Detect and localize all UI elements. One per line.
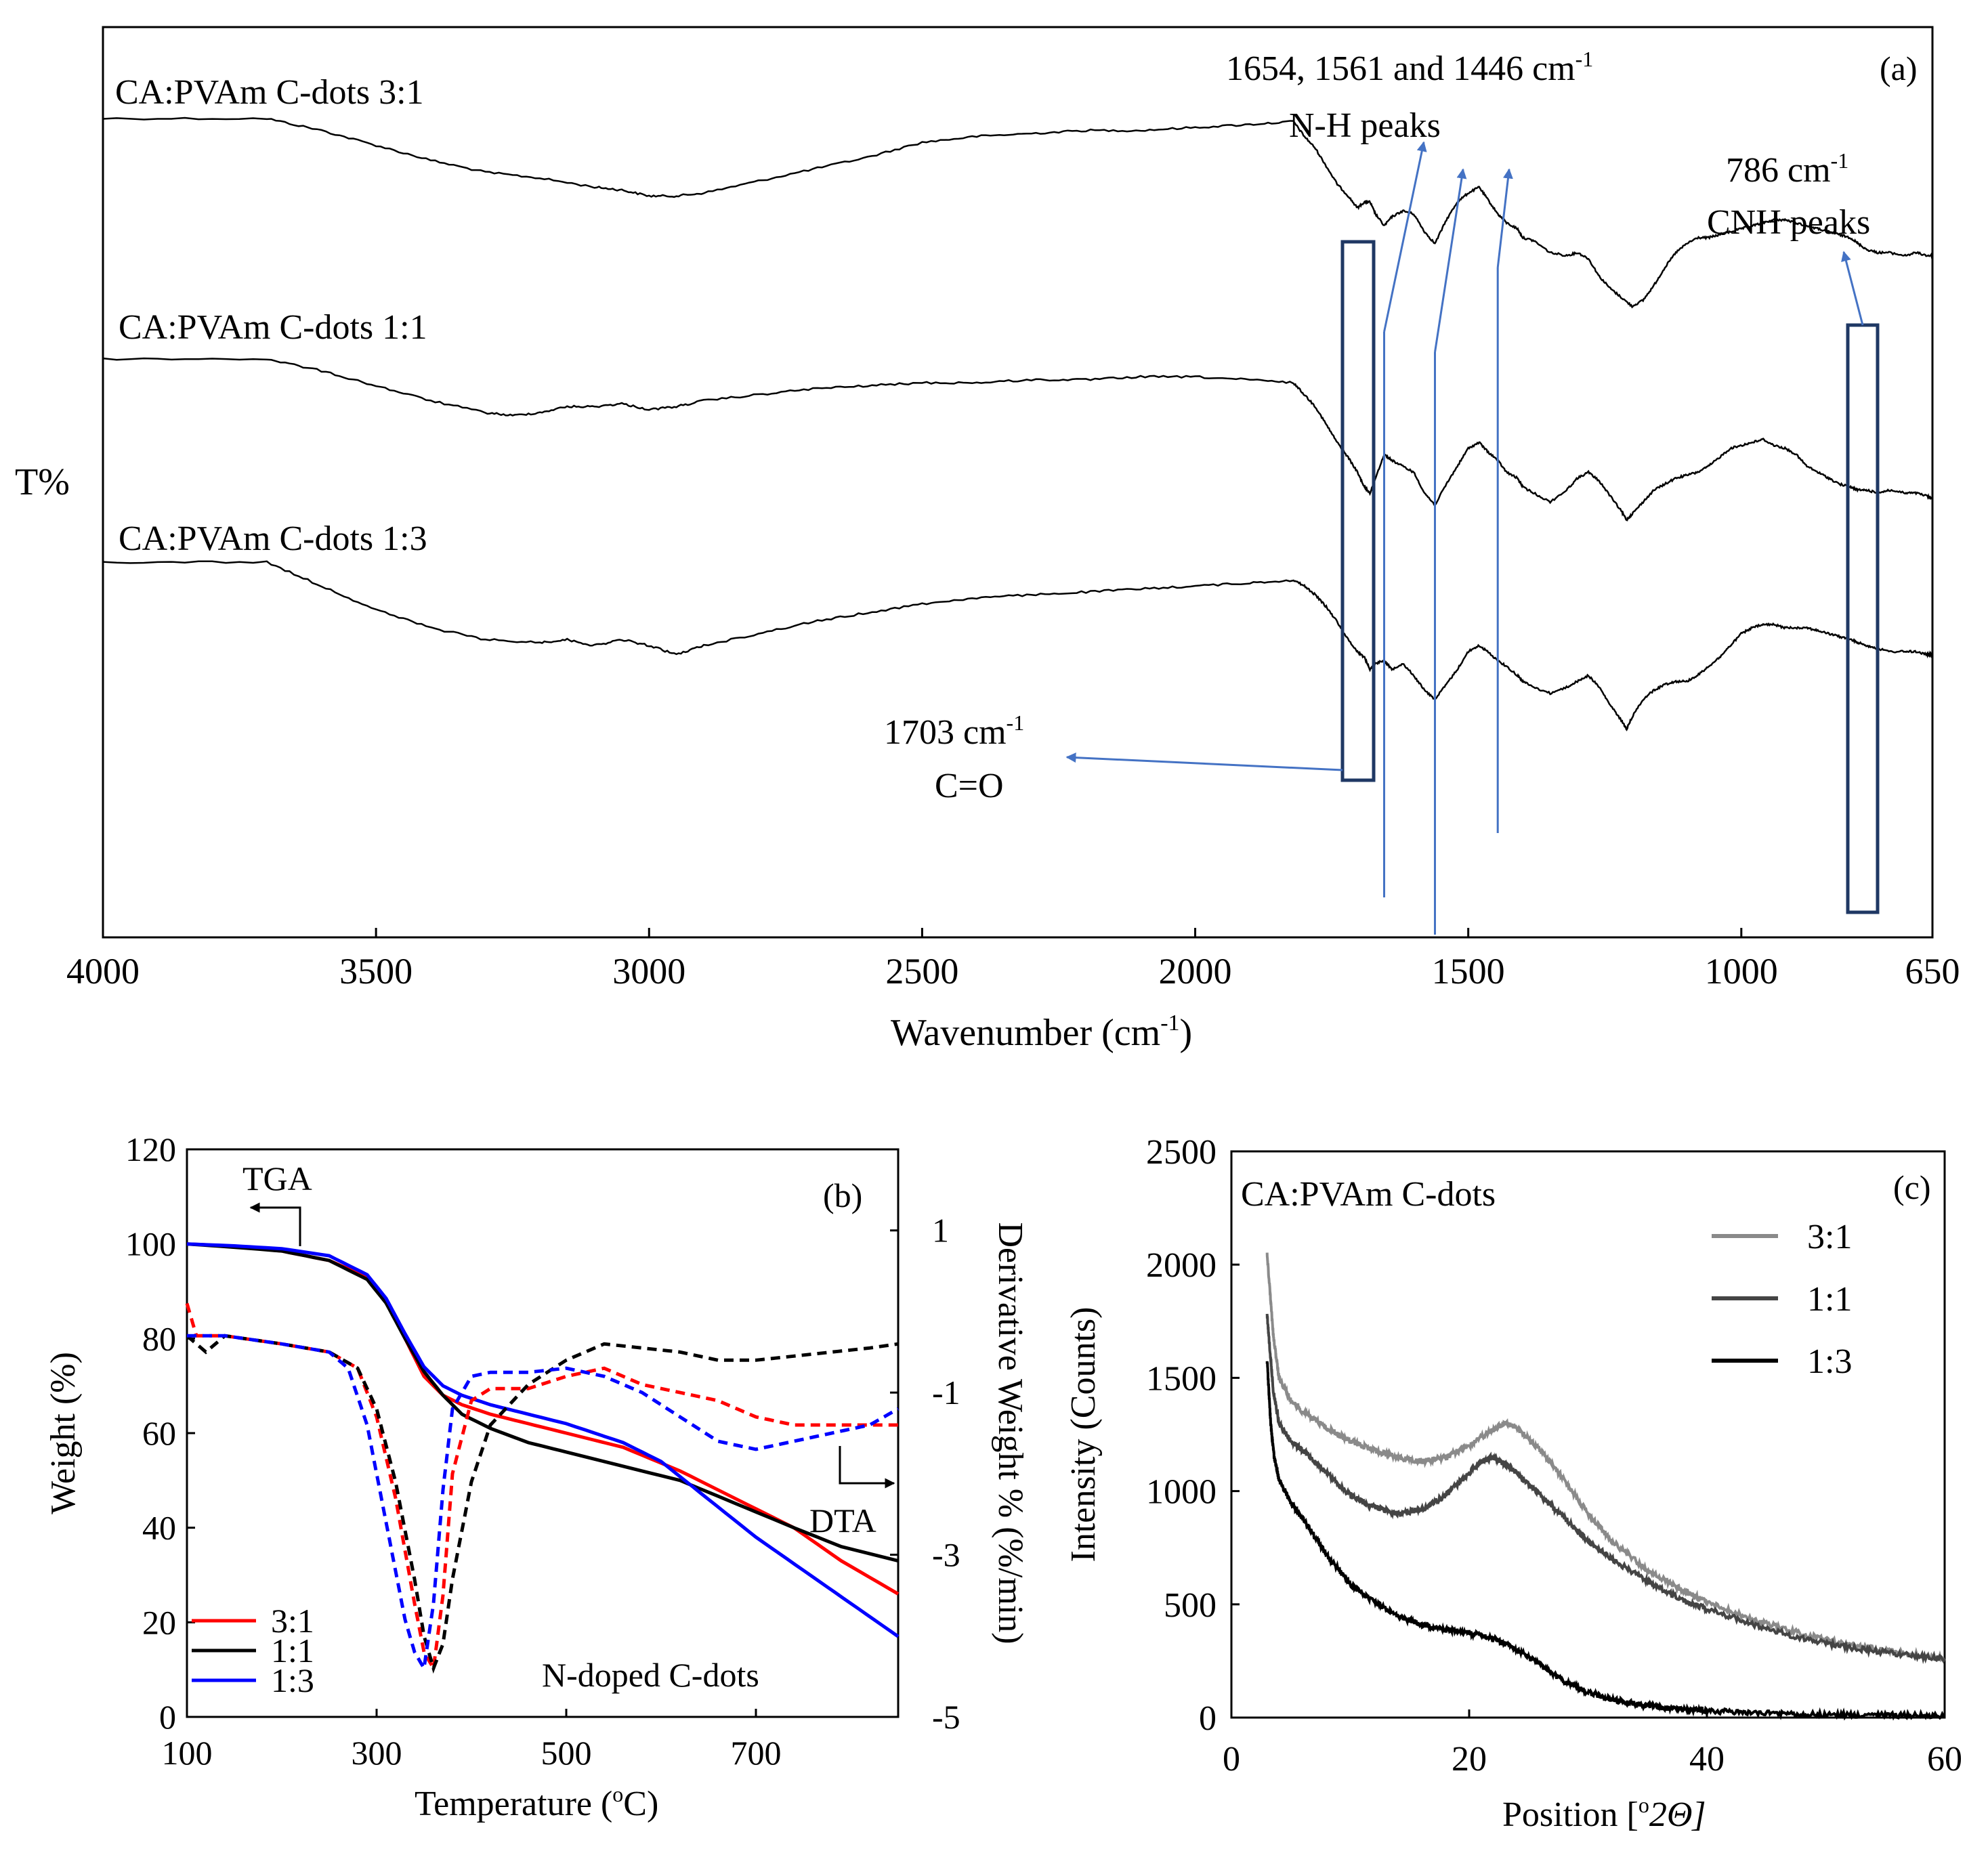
ftir-panel-label: (a) [1880,49,1918,87]
tga-x-tick-label: 700 [731,1734,782,1772]
xrd-x-tick-label: 20 [1452,1740,1487,1779]
nh-peak-arrow-1654 [1383,141,1427,333]
nh-peak-arrow-1446 [1496,168,1513,268]
xrd-line-1-1 [1265,1313,1946,1665]
tga-legend-label: 3:1 [271,1602,314,1640]
dta-y-axis-label: Derivative Weight % (%/min) [991,1222,1030,1644]
xrd-legend: 3:1 1:1 1:3 [1712,1218,1852,1381]
nh-peak-markers [1383,141,1513,935]
tga-y-tick-label: 100 [125,1225,176,1263]
tga-panel-label: (b) [823,1176,862,1214]
xrd-x-tick-label: 60 [1927,1740,1962,1779]
dta-label: DTA [809,1502,876,1539]
tga-x-axis-label: Temperature (oC) [415,1782,658,1823]
cnh-peak-annotation-label: CNH peaks [1707,203,1870,242]
xrd-y-tick-label: 2500 [1146,1133,1217,1172]
cnh-peak-annotation: 786 cm-1 [1726,148,1848,190]
xrd-x-tick-label: 0 [1223,1740,1240,1779]
tga-line-1-1 [186,1242,899,1563]
ftir-x-tick-label: 650 [1905,951,1960,992]
nh-peak-annotation-label: N-H peaks [1289,106,1441,145]
dta-y-tick-label: -1 [932,1374,960,1411]
ftir-panel: 4000 3500 3000 2500 2000 1500 1000 650 (a) CA:P… [15,26,1960,1054]
xrd-legend-label: 1:3 [1807,1342,1852,1381]
tga-y-tick-label: 20 [142,1603,176,1641]
tga-panel: 100 300 500 700 0 20 40 60 80 100 120 -5 -3 -1 1 (b) T… [44,1130,1030,1823]
xrd-line-3-1 [1265,1252,1945,1663]
xrd-line-1-3 [1265,1361,1945,1721]
xrd-y-tick-label: 0 [1199,1699,1217,1738]
ftir-x-tick-label: 2000 [1159,951,1232,992]
nh-peak-arrow-1561 [1434,168,1467,353]
xrd-y-tick-label: 500 [1164,1586,1217,1625]
xrd-y-tick-label: 1000 [1146,1473,1217,1512]
ftir-plot-frame [102,26,1934,939]
xrd-legend-label: 1:1 [1807,1280,1852,1319]
tga-legend-label: 1:1 [271,1632,314,1669]
tga-y-tick-label: 80 [142,1319,176,1357]
ftir-x-tick-label: 1500 [1432,951,1505,992]
xrd-y-tick-label: 1500 [1146,1359,1217,1398]
tga-y-axis-label: Weight (%) [44,1352,83,1514]
cnh-region-box [1846,323,1880,914]
dta-line-3-1 [185,1302,898,1674]
co-peak-annotation: 1703 cm-1 [884,710,1024,752]
xrd-x-axis-label: Position [o2Θ] [1502,1793,1706,1834]
xrd-y-tick-label: 2000 [1146,1246,1217,1285]
cnh-arrow [1841,251,1864,326]
tga-legend-label: 1:3 [271,1661,314,1699]
tga-legend: 3:11:11:3 [192,1602,314,1699]
xrd-legend-label: 3:1 [1807,1218,1852,1256]
co-peak-annotation-label: C=O [935,767,1004,805]
tga-label: TGA [242,1159,312,1197]
ftir-x-tick-label: 4000 [66,951,140,992]
ftir-x-tick-label: 3000 [612,951,685,992]
xrd-x-tick-label: 40 [1689,1740,1725,1779]
xrd-title: CA:PVAm C-dots [1241,1175,1496,1214]
xrd-panel-label: (c) [1893,1168,1931,1206]
tga-x-tick-label: 100 [162,1734,213,1772]
dta-line-1-1 [186,1334,899,1674]
ftir-x-tick-label: 1000 [1705,951,1778,992]
tga-x-tick-label: 500 [541,1734,592,1772]
tga-y-tick-label: 0 [159,1698,176,1736]
tga-y-tick-label: 120 [125,1130,176,1168]
co-region-box [1340,240,1376,782]
tga-line-1-3 [186,1242,900,1638]
tga-y-tick-label: 60 [142,1414,176,1452]
dta-pointer-arrow [839,1446,895,1489]
tga-x-tick-label: 300 [352,1734,402,1772]
nh-peak-annotation: 1654, 1561 and 1446 cm-1 [1226,47,1593,88]
ftir-x-axis-label: Wavenumber (cm-1) [891,1010,1192,1054]
tga-y-tick-label: 40 [142,1509,176,1547]
dta-y-tick-label: 1 [932,1212,949,1250]
xrd-plot-frame [1230,1150,1946,1719]
ftir-x-tick-label: 2500 [885,951,958,992]
tga-pointer-arrow [249,1202,301,1246]
dta-y-tick-label: -5 [932,1698,960,1736]
dta-line-1-3 [187,1334,900,1674]
xrd-panel: 0 20 40 60 0 500 1000 1500 2000 2500 (c) CA:PVAm … [1064,1133,1962,1834]
dta-y-tick-label: -3 [932,1536,960,1574]
sample-label: N-doped C-dots [542,1656,759,1694]
ftir-line-1-3 [102,560,1934,731]
series-label-1-3: CA:PVAm C-dots 1:3 [119,519,427,558]
ftir-line-1-1 [102,357,1933,522]
xrd-y-axis-label: Intensity (Counts) [1064,1307,1103,1562]
co-arrow [1065,752,1343,771]
ftir-line-3-1 [102,116,1933,309]
ftir-x-tick-label: 3500 [339,951,413,992]
series-label-1-1: CA:PVAm C-dots 1:1 [119,308,427,347]
ftir-y-axis-label: T% [15,461,70,503]
series-label-3-1: CA:PVAm C-dots 3:1 [115,73,424,112]
